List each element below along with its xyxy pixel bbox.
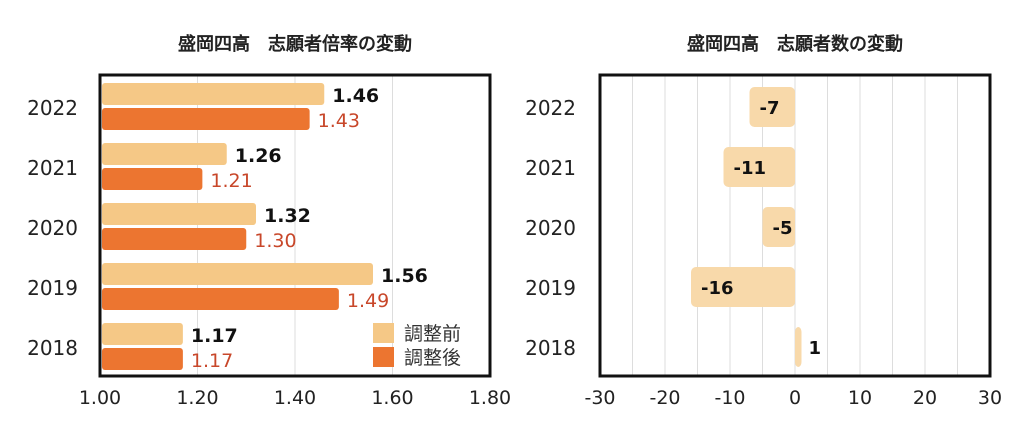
value-label-after-2021: 1.21 <box>210 170 252 192</box>
value-label-after-2018: 1.17 <box>191 350 233 372</box>
value-label-after-2019: 1.49 <box>347 290 389 312</box>
bar-after-2022 <box>102 108 310 130</box>
y-tick-label: 2021 <box>525 156 576 180</box>
bar-after-2018 <box>102 348 183 370</box>
legend-swatch-after <box>373 347 394 367</box>
x-tick-label: 1.60 <box>371 387 413 409</box>
x-tick-label: 10 <box>848 387 872 409</box>
ratio-chart-title: 盛岡四高 志願者倍率の変動 <box>178 33 412 55</box>
applicants-x-axis: -30 -20 -10 0 10 20 30 <box>584 387 1002 409</box>
value-label-2021: -11 <box>734 158 767 179</box>
bar-2021 <box>723 147 795 187</box>
y-tick-label: 2021 <box>27 156 78 180</box>
bar-before-2021 <box>102 143 227 165</box>
bar-before-2018 <box>102 323 183 345</box>
value-label-2022: -7 <box>760 98 780 119</box>
bar-2022 <box>749 87 795 127</box>
bar-before-2020 <box>102 203 256 225</box>
y-tick-label: 2019 <box>27 276 78 300</box>
y-tick-label: 2022 <box>27 96 78 120</box>
x-tick-label: -30 <box>584 387 615 409</box>
ratio-x-axis: 1.00 1.20 1.40 1.60 1.80 <box>79 387 511 409</box>
applicants-chart-title: 盛岡四高 志願者数の変動 <box>687 33 903 55</box>
x-tick-label: 30 <box>978 387 1002 409</box>
legend-label-after: 調整後 <box>404 347 461 369</box>
ratio-plot-frame <box>98 73 492 378</box>
value-label-before-2021: 1.26 <box>235 145 282 167</box>
bar-before-2022 <box>102 83 325 105</box>
y-tick-label: 2018 <box>27 336 78 360</box>
value-label-before-2022: 1.46 <box>332 85 379 107</box>
value-label-before-2019: 1.56 <box>381 265 428 287</box>
applicants-bars: -7 -11 -5 -16 1 <box>691 87 821 367</box>
y-tick-label: 2022 <box>525 96 576 120</box>
value-label-before-2020: 1.32 <box>264 205 311 227</box>
legend-swatch-before <box>373 323 394 343</box>
x-tick-label: 1.80 <box>469 387 511 409</box>
x-tick-label: -20 <box>649 387 680 409</box>
legend-label-before: 調整前 <box>404 323 461 345</box>
bar-2020 <box>762 207 795 247</box>
applicants-chart: 盛岡四高 志願者数の変動 -7-11-5-161 202220212020201… <box>525 33 1002 409</box>
y-tick-label: 2020 <box>525 216 576 240</box>
applicants-y-axis: 2022 2021 2020 2019 2018 <box>525 96 576 360</box>
y-tick-label: 2018 <box>525 336 576 360</box>
value-label-after-2022: 1.43 <box>318 110 360 132</box>
value-label-2020: -5 <box>773 218 793 239</box>
ratio-y-axis: 2022 2021 2020 2019 2018 <box>27 96 78 360</box>
applicants-gridlines <box>632 75 958 376</box>
applicants-plot-frame <box>598 73 992 378</box>
y-tick-label: 2020 <box>27 216 78 240</box>
x-tick-label: -10 <box>714 387 745 409</box>
bar-2019 <box>691 267 795 307</box>
x-tick-label: 0 <box>789 387 801 409</box>
x-tick-label: 1.40 <box>274 387 316 409</box>
bar-after-2019 <box>102 288 339 310</box>
ratio-legend: 調整前 調整後 <box>373 323 461 369</box>
x-tick-label: 20 <box>913 387 937 409</box>
x-tick-label: 1.00 <box>79 387 121 409</box>
bar-before-2019 <box>102 263 373 285</box>
x-tick-label: 1.20 <box>176 387 218 409</box>
bar-after-2020 <box>102 228 247 250</box>
value-label-after-2020: 1.30 <box>254 230 296 252</box>
value-label-2019: -16 <box>701 278 734 299</box>
bar-2018 <box>795 327 802 367</box>
value-label-2018: 1 <box>809 338 822 359</box>
ratio-bars: 1.46 1.43 1.26 1.21 1.32 1.30 1.56 1.49 1.17 1.17 <box>102 83 428 372</box>
ratio-chart: 盛岡四高 志願者倍率の変動 1.461.431.261.211.321.301.… <box>27 33 511 409</box>
value-label-before-2018: 1.17 <box>191 325 238 347</box>
bar-after-2021 <box>102 168 203 190</box>
y-tick-label: 2019 <box>525 276 576 300</box>
